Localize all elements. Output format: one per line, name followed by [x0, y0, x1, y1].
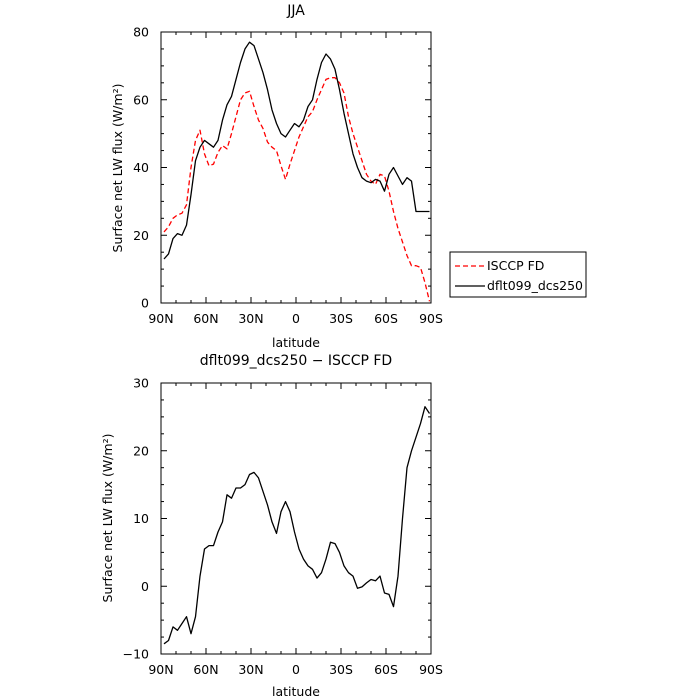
- y-tick-label: 0: [141, 296, 149, 311]
- x-tick-label: 90N: [148, 311, 173, 326]
- x-tick-label: 90N: [148, 662, 173, 677]
- y-axis-label: Surface net LW flux (W/m²): [110, 84, 125, 253]
- y-tick-label: 0: [141, 579, 149, 594]
- x-axis-label: latitude: [272, 684, 320, 699]
- y-tick-label: −10: [123, 647, 149, 662]
- chart-panel-top: JJA 90N 60N 30N 0 30S 60S 90S 0 20 40 60 80 latitud…: [110, 3, 587, 350]
- legend-box: [449, 251, 587, 298]
- x-axis-label: latitude: [272, 335, 320, 350]
- x-tick-label: 30N: [238, 662, 263, 677]
- y-tick-label: 20: [133, 443, 149, 458]
- y-tick-label: 10: [133, 511, 149, 526]
- chart-title: dflt099_dcs250 − ISCCP FD: [200, 353, 392, 369]
- chart-panel-bottom: dflt099_dcs250 − ISCCP FD 90N 60N 30N 0 30S 6…: [100, 353, 443, 699]
- y-tick-label: 40: [133, 160, 149, 175]
- plot-area: 90N 60N 30N 0 30S 60S 90S 0 20 40 60 80: [133, 25, 443, 327]
- x-tick-label: 90S: [419, 311, 443, 326]
- x-tick-label: 0: [292, 311, 300, 326]
- y-tick-label: 20: [133, 228, 149, 243]
- x-tick-label: 60N: [193, 311, 218, 326]
- x-tick-label: 90S: [419, 662, 443, 677]
- legend-label-series-0: ISCCP FD: [487, 258, 544, 273]
- series-line-0: [163, 406, 431, 645]
- y-tick-label: 60: [133, 92, 149, 107]
- x-tick-label: 60N: [193, 662, 218, 677]
- legend: ISCCP FD dflt099_dcs250: [449, 251, 587, 298]
- series-line-0: [163, 77, 431, 302]
- y-tick-label: 30: [133, 376, 149, 391]
- x-tick-label: 30S: [329, 311, 353, 326]
- x-tick-label: 60S: [374, 662, 398, 677]
- plot-area: 90N 60N 30N 0 30S 60S 90S −10 0 10 20 30: [123, 376, 443, 678]
- x-tick-label: 0: [292, 662, 300, 677]
- x-tick-label: 30N: [238, 311, 263, 326]
- plot-frame: [160, 31, 432, 304]
- chart-title: JJA: [286, 3, 305, 19]
- x-tick-label: 30S: [329, 662, 353, 677]
- plot-frame: [160, 382, 432, 655]
- series-line-1: [163, 41, 430, 260]
- y-tick-label: 80: [133, 25, 149, 40]
- legend-label-series-1: dflt099_dcs250: [487, 278, 583, 293]
- y-axis-label: Surface net LW flux (W/m²): [100, 434, 115, 603]
- x-tick-label: 60S: [374, 311, 398, 326]
